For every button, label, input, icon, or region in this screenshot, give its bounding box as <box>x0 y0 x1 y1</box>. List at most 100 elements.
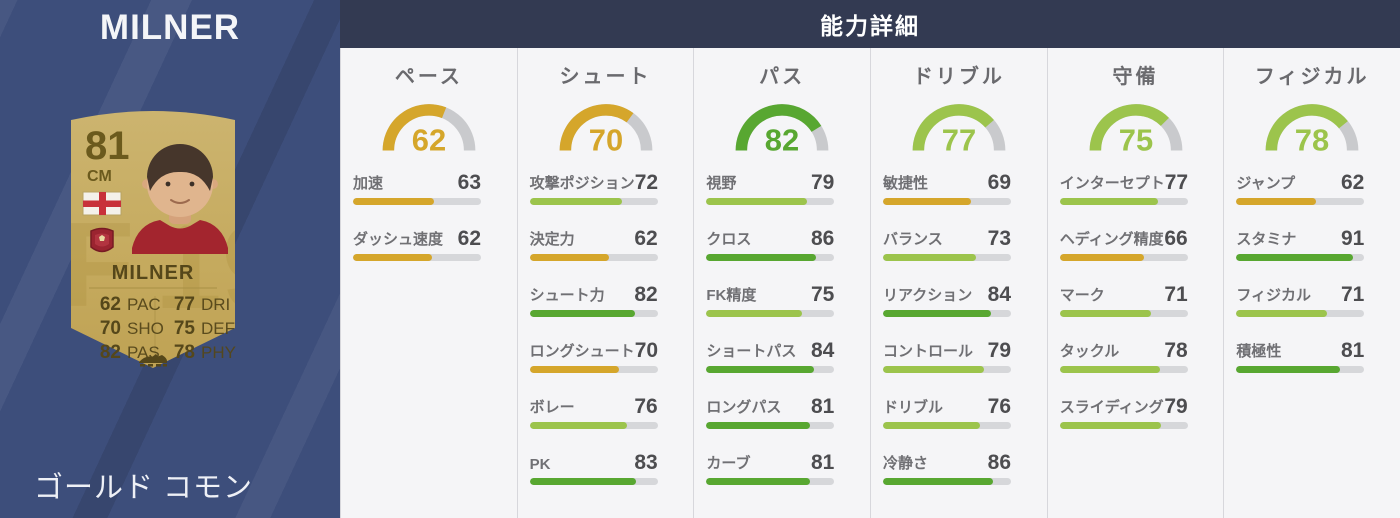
stat-row: リアクション 84 <box>883 283 1012 317</box>
stat-value: 76 <box>987 395 1012 418</box>
card-player-name: MILNER <box>112 262 195 284</box>
stat-row: 冷静さ 86 <box>883 451 1012 485</box>
stat-bar <box>706 478 835 485</box>
stat-value: 76 <box>634 395 658 418</box>
stat-label: PK <box>529 456 551 473</box>
stat-row: コントロール 79 <box>883 339 1012 373</box>
stat-panel: パス 82 視野 79 クロス 86 FK精度 75 ショートパス 84 ロングパス 81 カーブ 81 <box>693 48 870 518</box>
stat-row: ダッシュ速度 62 <box>353 228 481 261</box>
stat-label: ヘディング精度 <box>1059 231 1164 248</box>
stat-bar <box>529 254 658 261</box>
stat-bar <box>529 310 658 317</box>
stat-row: ジャンプ 62 <box>1236 171 1365 205</box>
stat-value: 79 <box>810 171 835 194</box>
stat-bar <box>883 366 1012 373</box>
stat-bar-fill <box>529 198 622 205</box>
overall-gauge: 70 <box>559 104 652 156</box>
stat-bar-fill <box>353 198 434 205</box>
overall-gauge: 78 <box>1265 104 1359 156</box>
stat-bar <box>1059 422 1188 429</box>
stat-label: ショートパス <box>706 343 797 360</box>
stat-bar-fill <box>706 366 814 373</box>
stat-label: 攻撃ポジション <box>529 175 635 192</box>
stat-label: ジャンプ <box>1236 175 1296 192</box>
stat-label: マーク <box>1059 287 1105 304</box>
stat-label: バランス <box>883 231 943 248</box>
stat-value: 69 <box>987 171 1012 194</box>
stat-value: 81 <box>810 395 835 418</box>
stat-bar-fill <box>883 198 972 205</box>
stat-bar-fill <box>1059 198 1159 205</box>
stat-value: 84 <box>810 339 835 362</box>
stat-label: ダッシュ速度 <box>353 231 444 248</box>
stat-bar-fill <box>706 198 808 205</box>
player-card: F 19 81 CM <box>61 111 247 368</box>
stat-bar <box>1059 310 1188 317</box>
card-stat-value: 75 <box>174 318 196 339</box>
panel-title: ドリブル <box>912 66 1005 88</box>
tier-label: ゴールド コモン <box>34 472 254 504</box>
stat-bar <box>883 478 1012 485</box>
stat-bar <box>1236 366 1365 373</box>
card-stat-value: 78 <box>174 342 195 363</box>
stat-row: カーブ 81 <box>706 452 835 485</box>
stat-value: 66 <box>1164 227 1188 250</box>
stat-bar-fill <box>1059 310 1151 317</box>
card-stat-value: 62 <box>100 294 121 315</box>
stat-bar <box>1236 198 1365 205</box>
stat-rows: 加速 63 ダッシュ速度 62 <box>353 172 481 261</box>
stat-value: 71 <box>1164 283 1188 306</box>
stat-row: ヘディング精度 66 <box>1059 227 1188 261</box>
stat-rows: インターセプト 77 ヘディング精度 66 マーク 71 タックル 78 スライディング 79 <box>1059 172 1188 429</box>
overall-gauge: 75 <box>1089 104 1182 156</box>
stat-row: バランス 73 <box>883 228 1012 261</box>
stat-bar-fill <box>1236 366 1341 373</box>
card-watermark-right: 19 <box>155 200 247 334</box>
stat-row: PK 83 <box>529 452 658 485</box>
stat-bar <box>1236 310 1365 317</box>
stat-value: 81 <box>1341 339 1365 362</box>
stat-bar <box>353 254 481 261</box>
stat-value: 86 <box>987 451 1012 474</box>
stat-row: 決定力 62 <box>529 228 658 261</box>
stat-bar-fill <box>1059 366 1160 373</box>
stat-row: ボレー 76 <box>529 395 658 429</box>
card-stat-label: SHO <box>127 319 164 338</box>
stat-label: クロス <box>706 231 752 248</box>
stat-bar <box>706 422 835 429</box>
stat-rows: 攻撃ポジション 72 決定力 62 シュート力 82 ロングシュート 70 ボレー 76 PK 83 <box>529 172 659 485</box>
stat-value: 84 <box>987 283 1012 306</box>
stat-bar-fill <box>1236 198 1316 205</box>
stat-value: 75 <box>810 283 835 306</box>
gauge-value: 78 <box>1295 122 1329 156</box>
stat-bar-fill <box>529 254 610 261</box>
card-stat-value: 70 <box>100 318 121 339</box>
card-stat-label: PAC <box>127 295 161 314</box>
stat-bar-fill <box>706 310 803 317</box>
stat-value: 62 <box>457 227 481 250</box>
stat-row: マーク 71 <box>1059 283 1188 317</box>
stat-row: 視野 79 <box>706 171 835 205</box>
card-rating: 81 <box>85 124 130 168</box>
stat-bar-fill <box>1236 310 1328 317</box>
stat-bar-fill <box>529 478 636 485</box>
card-watermark-left: F <box>61 198 134 332</box>
stat-value: 70 <box>634 339 659 362</box>
card-stat-label: DRI <box>201 295 230 314</box>
stat-bar-fill <box>706 422 811 429</box>
stat-panel: 守備 75 インターセプト 77 ヘディング精度 66 マーク 71 タックル 78 スライディング… <box>1046 48 1224 518</box>
stat-bar <box>883 310 1012 317</box>
stat-label: リアクション <box>883 287 973 304</box>
card-stat-label: PHY <box>201 343 236 362</box>
stat-bar-fill <box>706 254 817 261</box>
stat-bar <box>529 422 658 429</box>
stat-value: 62 <box>1341 171 1365 194</box>
stat-bar <box>706 310 835 317</box>
stat-panel: ペース 62 加速 63 ダッシュ速度 62 <box>340 48 517 518</box>
card-position: CM <box>87 168 112 185</box>
stat-label: ボレー <box>529 399 575 416</box>
card-stat-value: 82 <box>100 342 121 363</box>
stat-value: 78 <box>1164 339 1188 362</box>
stat-value: 79 <box>987 339 1012 362</box>
